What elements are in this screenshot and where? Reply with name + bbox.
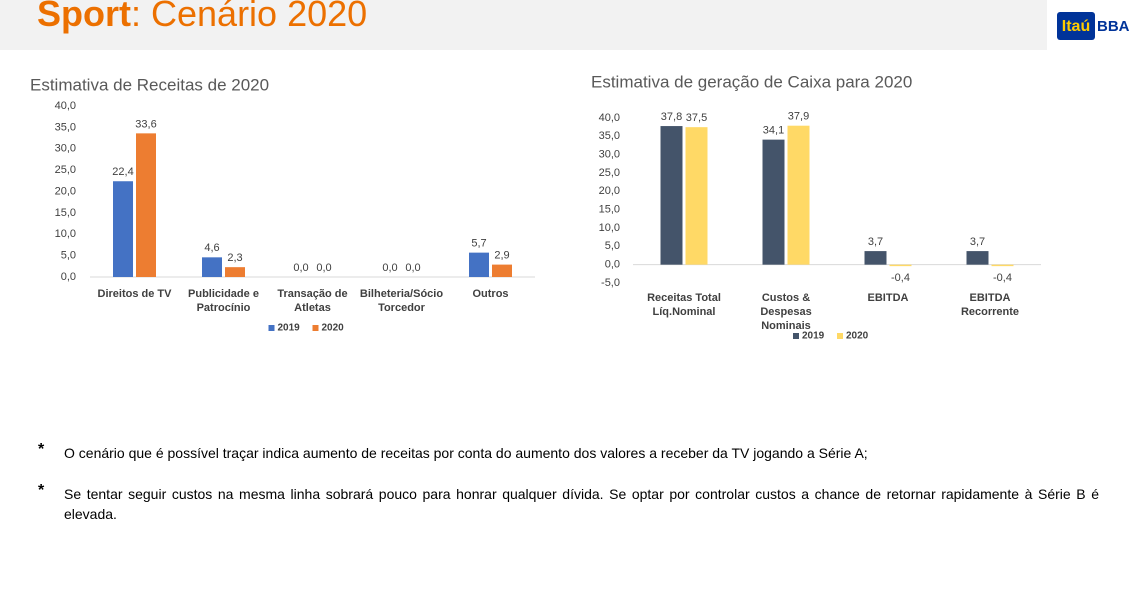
y-tick-label: 40,0 [55,100,76,112]
legend-label: 2020 [846,331,869,342]
x-tick-label: Transação de Atletas [277,288,348,314]
bullet-marker: * [38,441,45,458]
value-label: 37,5 [686,112,707,124]
y-tick-label: 10,0 [599,222,620,234]
logo-main: Itaú [1062,18,1090,35]
bar [991,264,1014,267]
value-label: 4,6 [204,242,219,254]
x-tick-label: EBITDA Recorrente [960,292,1020,318]
logo-box [1057,12,1095,40]
title: Sport: Cenário 2020 [37,0,367,34]
chart-title: Estimativa de geração de Caixa para 2020 [591,72,912,91]
value-label: 22,4 [112,166,133,178]
bar [113,181,133,277]
header-band [0,0,1047,50]
y-tick-label: 15,0 [599,204,620,216]
legend-label: 2020 [322,323,345,334]
x-tick-label: Direitos de TV [97,288,172,300]
y-tick-label: 20,0 [599,185,620,197]
y-tick-label: 30,0 [599,149,620,161]
y-tick-label: 15,0 [55,207,76,219]
x-tick-label: Publicidade e Patrocínio [188,288,259,314]
y-tick-label: 5,0 [61,250,76,262]
legend-swatch [268,325,275,331]
legend-label: 2019 [802,331,825,342]
y-tick-label: 10,0 [55,228,76,240]
value-label: 2,9 [494,250,509,262]
value-label: 37,8 [661,111,682,123]
x-tick-label: Custos & Despesas Nominais [760,292,812,332]
y-tick-label: 25,0 [55,164,76,176]
bar [787,125,810,265]
value-label: 0,0 [382,262,397,274]
bar [492,264,512,277]
value-label: 33,6 [135,118,156,130]
value-label: 2,3 [227,252,242,264]
bar [864,251,887,265]
title-bold: Sport [37,0,131,34]
bar [685,127,708,265]
y-tick-label: 5,0 [605,240,620,252]
y-tick-label: 30,0 [55,143,76,155]
value-label: 3,7 [868,236,883,248]
y-tick-label: 35,0 [599,130,620,142]
value-label: 37,9 [788,111,809,123]
bullet-marker: * [38,482,45,499]
bar [762,139,785,265]
chart-title: Estimativa de Receitas de 2020 [30,75,269,94]
bar [469,252,489,277]
value-label: 0,0 [405,262,420,274]
value-label: -0,4 [993,272,1012,284]
value-label: 3,7 [970,236,985,248]
y-tick-label: 25,0 [599,167,620,179]
bar [889,264,912,267]
x-tick-label: Bilheteria/Sócio Torcedor [359,288,444,314]
value-label: 5,7 [471,238,486,250]
bullet-text: Se tentar seguir custos na mesma linha s… [64,486,1099,522]
legend-label: 2019 [278,323,301,334]
y-tick-label: 35,0 [55,121,76,133]
x-tick-label: Outros [472,288,509,300]
bar [202,257,222,277]
x-tick-label: Receitas Total Líq.Nominal [647,292,721,318]
title-rest: : Cenário 2020 [131,0,367,34]
y-tick-label: 20,0 [55,185,76,197]
y-tick-label: -5,0 [601,277,620,289]
logo-side: BBA [1097,18,1130,35]
bar [136,133,156,277]
x-tick-label: EBITDA [867,292,909,304]
legend-swatch [793,333,799,339]
value-label: 34,1 [763,125,784,137]
bar [660,126,683,265]
y-tick-label: 0,0 [605,259,620,271]
value-label: 0,0 [316,262,331,274]
value-label: -0,4 [891,272,910,284]
bar [966,251,989,265]
legend-swatch [312,325,319,331]
y-tick-label: 40,0 [599,112,620,124]
value-label: 0,0 [293,262,308,274]
bar [225,267,245,277]
y-tick-label: 0,0 [61,271,76,283]
legend-swatch [837,333,843,339]
bullet-text: O cenário que é possível traçar indica a… [64,445,868,461]
